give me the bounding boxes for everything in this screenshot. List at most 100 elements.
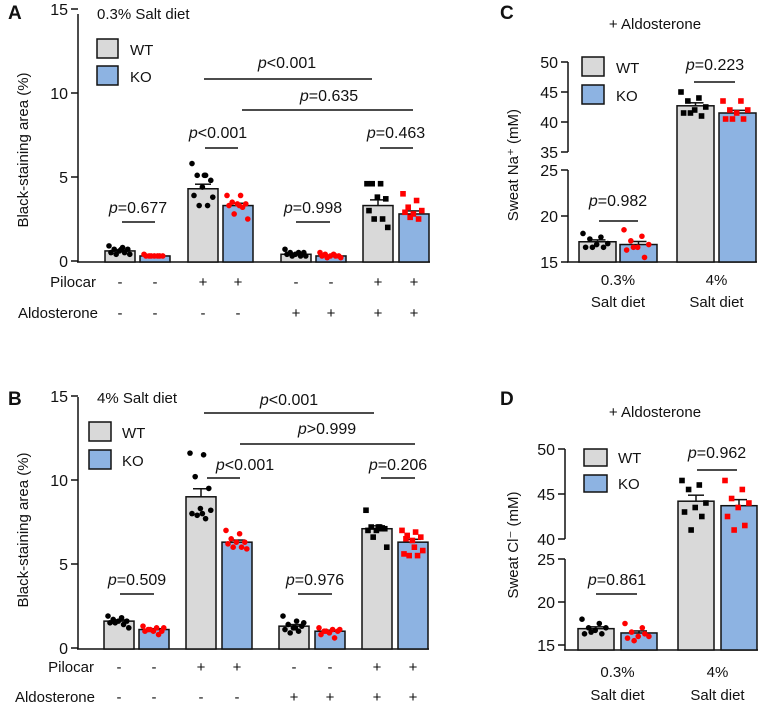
x-category-label: 0.3% [601,272,635,289]
y-tick-label: 0 [59,641,68,658]
bar-group-ko [718,98,757,263]
data-point [630,244,637,251]
x-category-label: 0.3% [600,664,634,681]
legend-label-ko: KO [122,453,144,470]
data-point [147,626,153,633]
data-point [228,536,234,542]
data-point [417,534,424,540]
legend-swatch-ko [88,449,112,470]
p-symbol: p [368,457,378,474]
data-point [728,495,735,502]
panel-letter: B [8,389,22,410]
data-point [401,551,407,557]
p-value-label: p=0.635 [299,88,358,105]
p-value: =0.509 [117,572,166,589]
data-point [108,249,114,256]
y-tick-label: 35 [540,145,558,162]
data-point [302,253,309,259]
y-tick-label: 10 [50,473,68,490]
legend-swatch-wt [581,56,605,77]
bar-group-wt [677,477,715,651]
treatment-sign: + [327,305,336,322]
bar-group-wt [362,180,394,263]
data-point [680,110,687,116]
legend-swatch-wt [96,38,119,59]
bar-group-wt [278,613,310,650]
data-point [118,246,125,253]
data-point [645,241,652,248]
p-symbol: p [687,445,697,462]
p-value-label: p=0.976 [285,572,344,589]
data-point [639,233,645,240]
y-tick-label: 45 [540,85,558,102]
data-point [205,485,212,492]
treatment-sign: - [328,659,333,676]
p-symbol: p [257,55,267,72]
data-point [112,620,118,626]
data-point [300,620,307,626]
significance-annotation: p<0.001 [204,55,372,80]
legend: WT KO [583,448,641,493]
y-tick-label: 20 [537,595,555,612]
p-value: =0.206 [378,457,427,474]
data-point [336,626,343,633]
bar [397,541,429,650]
data-point [375,524,382,530]
data-point [285,621,291,628]
bar [718,112,757,263]
x-category-label: Salt diet [591,294,646,311]
x-category-label: 4% [707,664,729,681]
data-point [604,240,611,247]
significance-annotation: p=0.223 [685,57,744,83]
data-point [368,524,374,530]
data-point [724,513,731,520]
bar-group-wt [280,246,312,263]
p-symbol: p [283,200,293,217]
data-point [197,505,204,512]
panel-b: B 4% Salt diet Black-staining area (%) 0 5 10… [8,389,429,705]
p-symbol: p [188,125,198,142]
data-point [194,512,200,519]
p-value-label: p=0.962 [687,445,746,462]
treatment-sign: - [201,305,206,322]
data-point [366,207,372,214]
treatment-sign: - [153,305,158,322]
y-tick-label: 5 [59,170,68,187]
legend-swatch-ko [581,84,605,105]
significance-annotation: p=0.463 [366,125,425,149]
data-point [373,527,380,534]
p-value: =0.982 [598,193,647,210]
data-point [140,623,146,629]
treatment-sign: + [197,659,206,676]
data-point [639,625,646,631]
data-point [681,509,688,515]
p-value: =0.976 [295,572,344,589]
p-symbol: p [297,421,307,438]
data-point [201,172,208,179]
data-point [598,234,604,240]
legend-label-ko: KO [130,69,152,86]
data-point [196,202,202,209]
bar [398,213,430,263]
data-point [628,629,635,635]
data-point [407,214,413,221]
bar-group-wt [185,450,217,650]
legend-swatch-ko [96,65,119,86]
data-point [238,544,245,550]
treatment-sign: - [118,305,123,322]
significance-annotation: p=0.998 [283,200,342,223]
p-value: =0.223 [695,57,744,74]
p-value: <0.001 [198,125,247,142]
legend-label-wt: WT [122,425,145,442]
data-point [740,116,747,122]
bar-group-wt [103,613,135,650]
data-point [126,251,133,258]
p-symbol: p [107,572,117,589]
treatment-sign: + [373,659,382,676]
p-value-label: p<0.001 [188,125,247,142]
treatment-sign: - [329,274,334,291]
legend-label-ko: KO [616,88,638,105]
p-value-label: p=0.861 [587,572,646,589]
data-point [287,630,293,636]
